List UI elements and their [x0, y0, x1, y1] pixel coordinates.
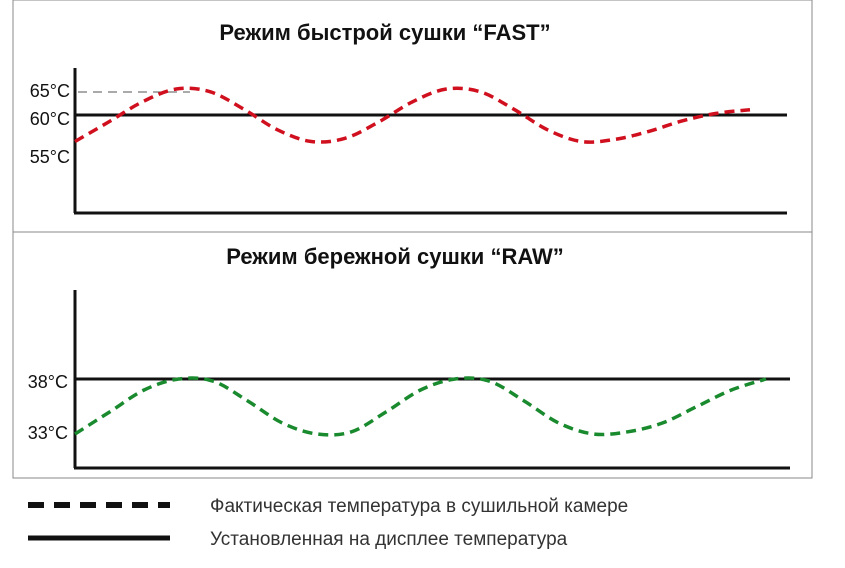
fast-y-tick-55: 55°C [30, 147, 70, 167]
raw-chart-title: Режим бережной сушки “RAW” [226, 244, 564, 269]
raw-panel-frame [12, 231, 813, 479]
fast-actual-temperature-line [74, 86, 751, 144]
raw-chart: Режим бережной сушки “RAW” 38°C 33°C [28, 244, 790, 470]
fast-chart: Режим быстрой сушки “FAST” 65°C 60°C 55°… [30, 20, 787, 215]
fast-y-tick-65: 65°C [30, 81, 70, 101]
raw-y-tick-33: 33°C [28, 423, 68, 443]
raw-y-tick-38: 38°C [28, 372, 68, 392]
legend-label-actual: Фактическая температура в сушильной каме… [210, 496, 628, 517]
legend: Фактическая температура в сушильной каме… [28, 496, 628, 550]
fast-y-tick-60: 60°C [30, 109, 70, 129]
legend-label-setpoint: Установленная на дисплее температура [210, 529, 568, 550]
raw-series-group [74, 376, 767, 437]
fast-chart-title: Режим быстрой сушки “FAST” [219, 20, 550, 45]
fast-series-group [74, 86, 751, 144]
raw-actual-temperature-line [74, 376, 767, 437]
